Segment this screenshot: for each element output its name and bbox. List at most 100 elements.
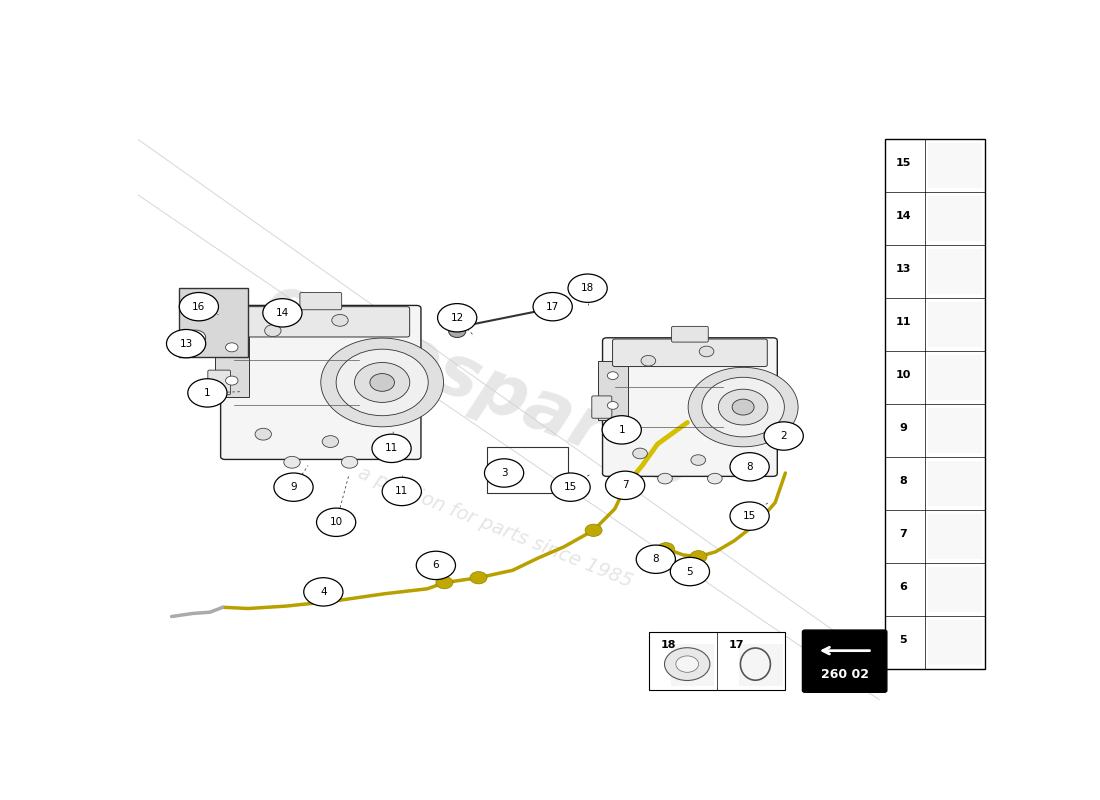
Circle shape (372, 434, 411, 462)
Circle shape (568, 274, 607, 302)
Circle shape (607, 372, 618, 379)
Text: 4: 4 (320, 587, 327, 597)
Circle shape (764, 422, 803, 450)
FancyBboxPatch shape (927, 302, 982, 346)
Circle shape (284, 456, 300, 468)
Circle shape (675, 656, 698, 672)
FancyBboxPatch shape (671, 644, 715, 686)
Circle shape (534, 293, 572, 321)
Circle shape (370, 374, 395, 391)
Circle shape (274, 473, 313, 502)
Text: 1: 1 (618, 425, 625, 435)
Circle shape (166, 330, 206, 358)
Circle shape (707, 474, 723, 484)
Text: 11: 11 (395, 486, 408, 497)
FancyBboxPatch shape (592, 396, 612, 418)
Text: 5: 5 (900, 634, 906, 645)
FancyBboxPatch shape (597, 361, 628, 420)
Circle shape (332, 314, 349, 326)
Circle shape (179, 293, 219, 321)
Text: 11: 11 (385, 443, 398, 454)
Circle shape (585, 524, 602, 537)
Circle shape (304, 578, 343, 606)
FancyBboxPatch shape (927, 196, 982, 241)
FancyBboxPatch shape (603, 338, 778, 476)
Circle shape (484, 459, 524, 487)
Text: 9: 9 (899, 423, 907, 433)
Text: 11: 11 (895, 317, 911, 327)
FancyBboxPatch shape (927, 250, 982, 294)
Text: 2: 2 (780, 431, 786, 441)
Circle shape (551, 473, 591, 502)
Circle shape (265, 325, 280, 337)
Circle shape (691, 454, 705, 466)
Circle shape (605, 471, 645, 499)
Text: 17: 17 (546, 302, 559, 312)
FancyBboxPatch shape (803, 630, 887, 692)
FancyBboxPatch shape (927, 355, 982, 400)
Text: 9: 9 (290, 482, 297, 492)
Text: 6: 6 (432, 560, 439, 570)
Text: 18: 18 (660, 640, 675, 650)
Text: 1: 1 (205, 388, 211, 398)
Circle shape (226, 376, 238, 385)
Circle shape (658, 474, 672, 484)
FancyBboxPatch shape (649, 632, 785, 690)
Text: 14: 14 (276, 308, 289, 318)
Text: eurospares: eurospares (254, 268, 703, 503)
Text: 10: 10 (895, 370, 911, 380)
Circle shape (690, 550, 707, 563)
Circle shape (263, 298, 302, 327)
Circle shape (658, 542, 674, 555)
Circle shape (730, 453, 769, 481)
Text: 13: 13 (179, 338, 192, 349)
Circle shape (341, 456, 358, 468)
Text: 7: 7 (621, 480, 628, 490)
Circle shape (670, 558, 710, 586)
Text: 16: 16 (192, 302, 206, 312)
FancyBboxPatch shape (927, 462, 982, 506)
Circle shape (438, 303, 476, 332)
FancyBboxPatch shape (232, 306, 409, 337)
FancyBboxPatch shape (613, 339, 768, 366)
Circle shape (321, 338, 443, 426)
Text: 260 02: 260 02 (821, 667, 869, 681)
FancyBboxPatch shape (927, 620, 982, 665)
Circle shape (226, 343, 238, 352)
Circle shape (733, 399, 755, 415)
Circle shape (322, 436, 339, 447)
Circle shape (641, 355, 656, 366)
Text: 8: 8 (652, 554, 659, 564)
Circle shape (664, 648, 710, 681)
Circle shape (317, 508, 355, 537)
Text: 12: 12 (451, 313, 464, 322)
Circle shape (700, 346, 714, 357)
Text: 3: 3 (500, 468, 507, 478)
Text: 5: 5 (686, 566, 693, 577)
Circle shape (185, 299, 206, 314)
Text: 10: 10 (330, 518, 343, 527)
Circle shape (188, 378, 227, 407)
Text: 15: 15 (564, 482, 578, 492)
Circle shape (255, 428, 272, 440)
Circle shape (636, 545, 675, 574)
Circle shape (337, 349, 428, 416)
Text: a passion for parts since 1985: a passion for parts since 1985 (355, 463, 636, 591)
FancyBboxPatch shape (221, 306, 421, 459)
Circle shape (436, 577, 453, 589)
Text: 6: 6 (899, 582, 907, 592)
FancyBboxPatch shape (179, 288, 249, 357)
Circle shape (382, 478, 421, 506)
Circle shape (470, 571, 487, 584)
FancyBboxPatch shape (672, 326, 708, 342)
Circle shape (607, 402, 618, 410)
Text: 8: 8 (746, 462, 752, 472)
Text: 17: 17 (728, 640, 744, 650)
Text: 7: 7 (899, 529, 907, 538)
FancyBboxPatch shape (927, 567, 982, 612)
FancyBboxPatch shape (300, 293, 342, 310)
Circle shape (416, 551, 455, 579)
FancyBboxPatch shape (547, 306, 559, 312)
Text: 14: 14 (895, 211, 911, 221)
Text: 13: 13 (895, 264, 911, 274)
